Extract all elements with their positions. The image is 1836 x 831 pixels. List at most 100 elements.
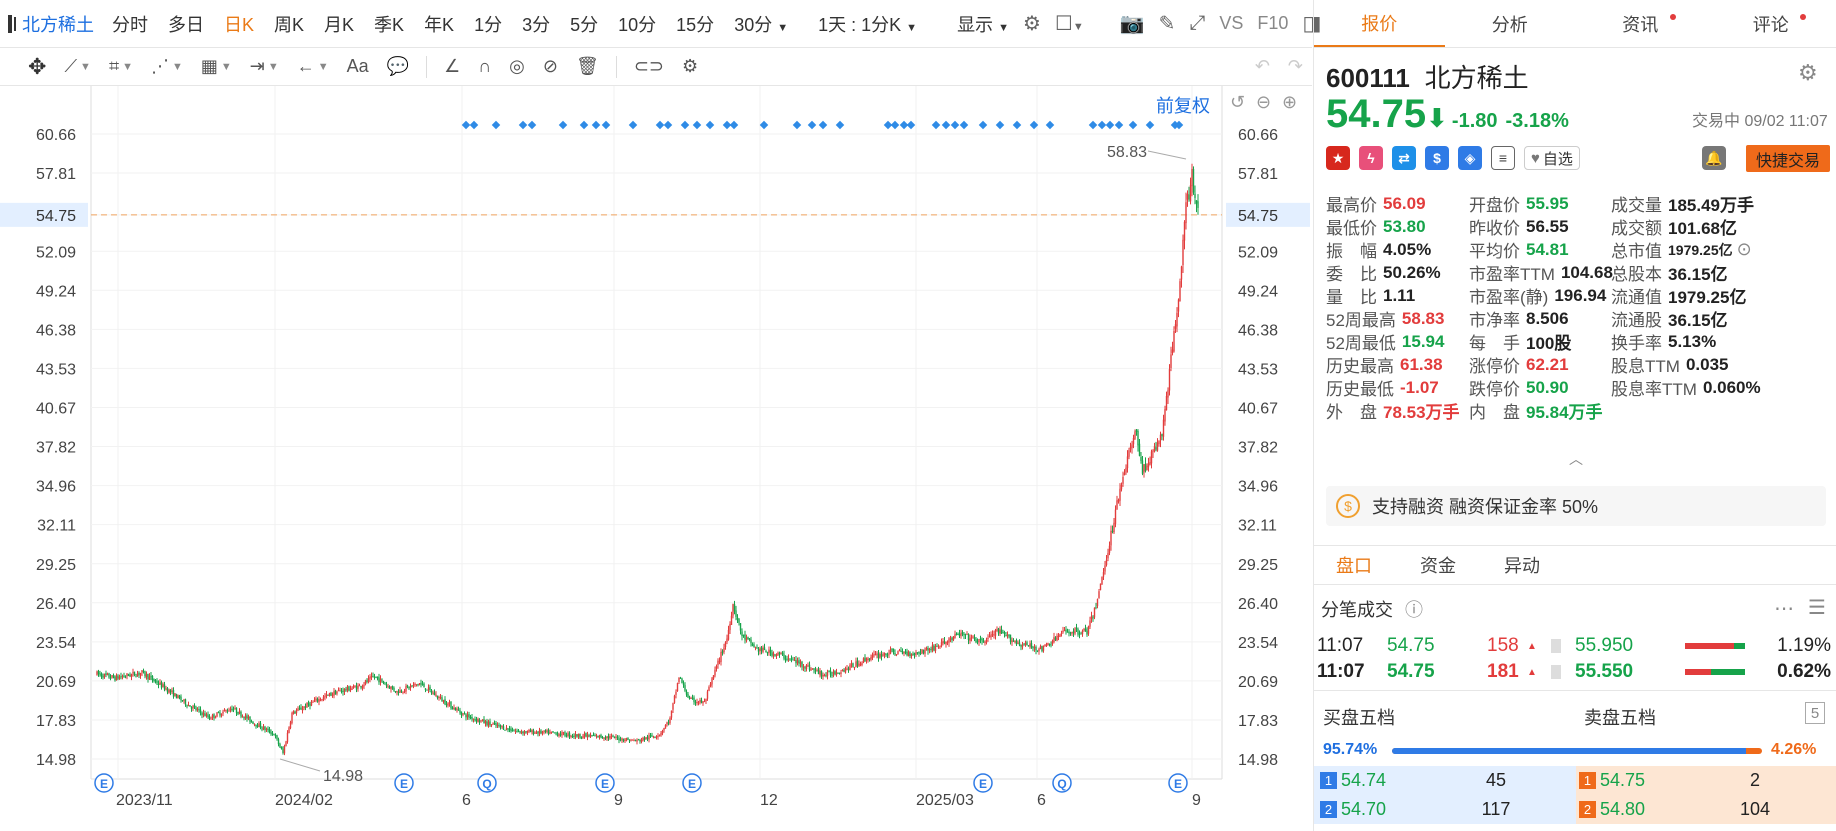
- polyline-tool-icon[interactable]: ⋰ ▼: [150, 56, 183, 76]
- info-icon[interactable]: ⓘ: [1405, 600, 1423, 620]
- signal-marker[interactable]: [1105, 120, 1115, 130]
- event-marker[interactable]: [682, 773, 702, 793]
- signal-marker[interactable]: [628, 120, 638, 130]
- range-dropdown[interactable]: 1天 : 1分K ▼: [818, 11, 917, 37]
- event-marker[interactable]: [973, 773, 993, 793]
- period-tab-10[interactable]: 10分: [618, 14, 657, 35]
- period-tab-9[interactable]: 5分: [570, 14, 599, 35]
- period-30min-dropdown[interactable]: 30分 ▼: [734, 11, 788, 37]
- line-tool-icon[interactable]: ⟋ ▼: [64, 56, 91, 76]
- signal-marker[interactable]: [1045, 120, 1055, 130]
- signal-marker[interactable]: [692, 120, 702, 130]
- kline-chart[interactable]: 2023/11 2024/02 6 9 12 2025/03 6 9 60.66 60.66 57.…: [0, 86, 1312, 831]
- signal-marker[interactable]: [959, 120, 969, 130]
- signal-marker[interactable]: [818, 120, 828, 130]
- signal-marker[interactable]: [978, 120, 988, 130]
- period-tab-1[interactable]: 多日: [168, 14, 204, 35]
- signal-marker[interactable]: [601, 120, 611, 130]
- move-icon[interactable]: ✥: [28, 53, 47, 79]
- trash-icon[interactable]: 🗑: [575, 56, 599, 76]
- period-tab-0[interactable]: 分时: [112, 14, 148, 35]
- margin-info[interactable]: $ 支持融资 融资保证金率 50%: [1326, 486, 1826, 526]
- period-tab-7[interactable]: 1分: [474, 14, 503, 35]
- quote-tab-1[interactable]: 分析: [1445, 0, 1576, 47]
- signal-marker[interactable]: [527, 120, 537, 130]
- chart-reset-icon[interactable]: ↺: [1230, 92, 1246, 112]
- signal-marker[interactable]: [1128, 120, 1138, 130]
- redo-icon[interactable]: ↷: [1287, 56, 1303, 76]
- china-flag-icon[interactable]: ★: [1326, 146, 1350, 170]
- period-tab-6[interactable]: 年K: [424, 14, 455, 35]
- text-tool[interactable]: Aa: [346, 56, 369, 76]
- signal-marker[interactable]: [518, 120, 528, 130]
- signal-marker[interactable]: [941, 120, 951, 130]
- signal-marker[interactable]: [469, 120, 479, 130]
- measure-tool-icon[interactable]: ⇥ ▼: [249, 56, 279, 76]
- undo-icon[interactable]: ↶: [1254, 56, 1270, 76]
- period-tab-8[interactable]: 3分: [522, 14, 551, 35]
- signal-marker[interactable]: [579, 120, 589, 130]
- flash-icon[interactable]: ϟ: [1359, 146, 1383, 170]
- buy-level[interactable]: 2 54.70 117: [1314, 795, 1576, 824]
- settings-icon[interactable]: ⚙: [1798, 60, 1818, 85]
- period-tab-11[interactable]: 15分: [676, 14, 715, 35]
- quote-tab-3[interactable]: 评论: [1706, 0, 1836, 47]
- signal-marker[interactable]: [906, 120, 916, 130]
- signal-marker[interactable]: [950, 120, 960, 130]
- period-tab-4[interactable]: 月K: [324, 14, 355, 35]
- period-tab-2[interactable]: 日K: [224, 14, 255, 35]
- f10-button[interactable]: F10: [1257, 13, 1289, 33]
- quote-tab-2[interactable]: 资讯: [1575, 0, 1706, 47]
- arrow-tool-icon[interactable]: ← ▼: [296, 56, 329, 76]
- signal-marker[interactable]: [1145, 120, 1155, 130]
- more-icon[interactable]: ⊙: [1736, 239, 1752, 259]
- quote-tab-0[interactable]: 报价: [1314, 0, 1445, 47]
- camera-icon[interactable]: 📷: [1119, 13, 1145, 35]
- collapse-chevron-icon[interactable]: ︿: [1569, 451, 1583, 467]
- segment-tool-icon[interactable]: ⌗ ▼: [108, 56, 133, 76]
- signal-marker[interactable]: [729, 120, 739, 130]
- sell-level[interactable]: 2 54.80 104: [1576, 795, 1836, 824]
- link-icon[interactable]: ⊂⊃: [633, 56, 665, 76]
- period-tab-5[interactable]: 季K: [374, 14, 405, 35]
- quick-trade-button[interactable]: 快捷交易: [1746, 145, 1830, 172]
- alert-bell-icon[interactable]: 🔔: [1702, 146, 1726, 170]
- signal-marker[interactable]: [591, 120, 601, 130]
- document-icon[interactable]: ≡: [1491, 146, 1515, 170]
- signal-marker[interactable]: [759, 120, 769, 130]
- list-view-icon[interactable]: ☰: [1808, 597, 1826, 619]
- sidebar-toggle-icon[interactable]: ◨: [1302, 13, 1322, 35]
- detail-tab-2[interactable]: 异动: [1504, 556, 1540, 576]
- tag-icon[interactable]: ◈: [1458, 146, 1482, 170]
- signal-marker[interactable]: [931, 120, 941, 130]
- signal-marker[interactable]: [680, 120, 690, 130]
- dollar-icon[interactable]: $: [1425, 146, 1449, 170]
- layout-select-icon[interactable]: ☐▼: [1054, 13, 1084, 35]
- settings-icon[interactable]: ⚙: [682, 56, 699, 76]
- settings-icon[interactable]: ⚙: [1022, 13, 1041, 35]
- pen-icon[interactable]: ∠: [444, 56, 461, 76]
- sell-level[interactable]: 1 54.75 2: [1576, 766, 1836, 795]
- signal-marker[interactable]: [890, 120, 900, 130]
- signal-marker[interactable]: [835, 120, 845, 130]
- stock-name-link[interactable]: 北方稀土: [22, 14, 94, 35]
- display-dropdown[interactable]: 显示 ▼: [957, 11, 1009, 37]
- panel-toggle-icon[interactable]: [8, 14, 16, 33]
- signal-marker[interactable]: [1088, 120, 1098, 130]
- eye-icon[interactable]: ◎: [509, 56, 525, 76]
- event-marker[interactable]: [1168, 773, 1188, 793]
- signal-marker[interactable]: [1097, 120, 1107, 130]
- zoom-out-icon[interactable]: ⊖: [1256, 92, 1272, 112]
- signal-marker[interactable]: [807, 120, 817, 130]
- signal-marker[interactable]: [995, 120, 1005, 130]
- event-marker[interactable]: [394, 773, 414, 793]
- signal-marker[interactable]: [792, 120, 802, 130]
- more-icon[interactable]: ⋯: [1774, 598, 1794, 620]
- signal-marker[interactable]: [1114, 120, 1124, 130]
- fib-tool-icon[interactable]: ▦ ▼: [200, 56, 232, 76]
- signal-marker[interactable]: [461, 120, 471, 130]
- magnet-icon[interactable]: ∩: [478, 56, 492, 76]
- fullscreen-icon[interactable]: ⤢: [1189, 12, 1206, 34]
- signal-marker[interactable]: [558, 120, 568, 130]
- detail-tab-0[interactable]: 盘口: [1336, 556, 1372, 576]
